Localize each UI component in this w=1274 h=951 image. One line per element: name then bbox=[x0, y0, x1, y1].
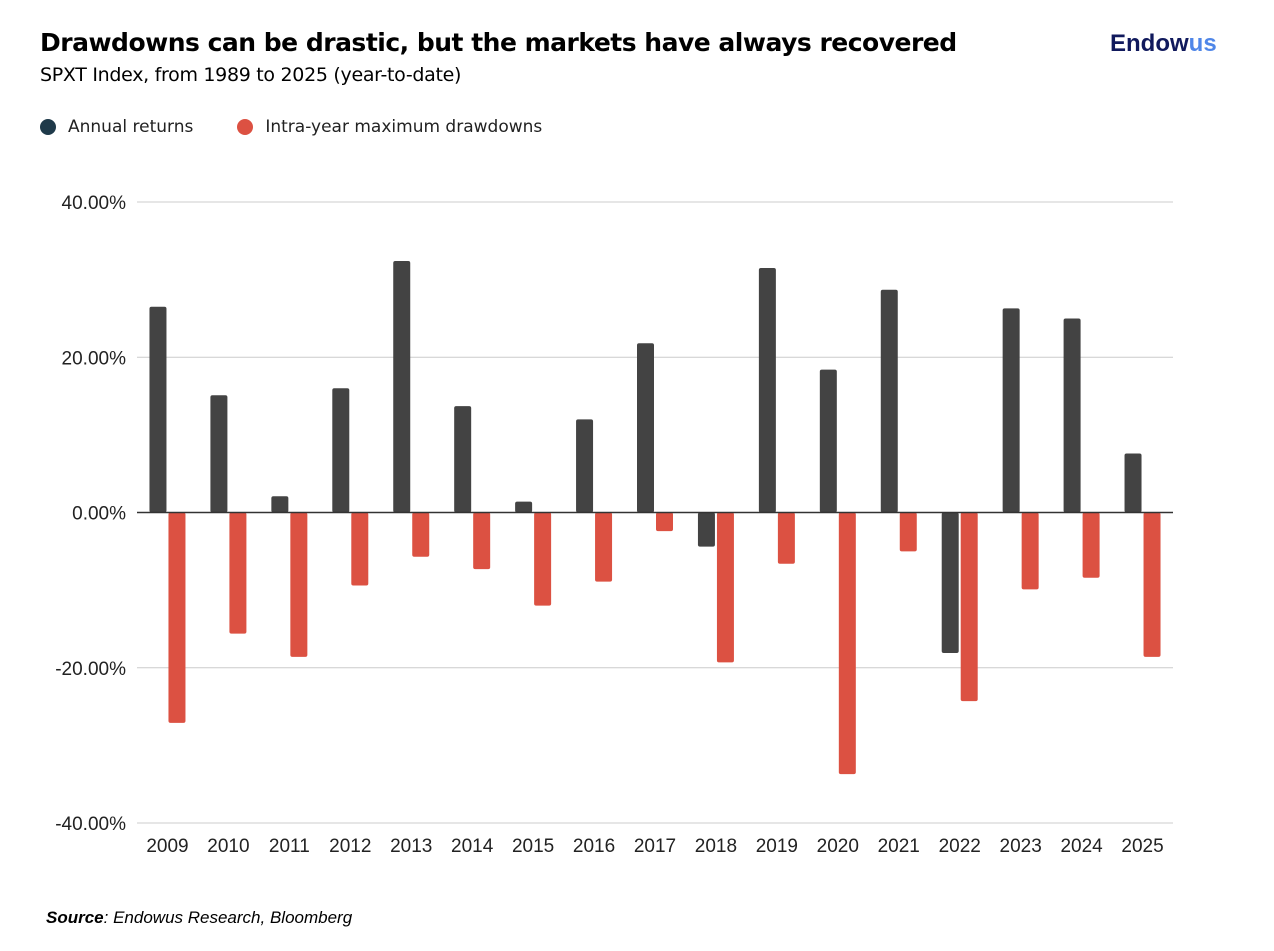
legend-dot-icon bbox=[237, 119, 254, 135]
annual-return-bar bbox=[1002, 308, 1020, 513]
drawdown-bar bbox=[1082, 512, 1100, 578]
annual-return-bar bbox=[576, 419, 594, 513]
y-tick-label: 40.00% bbox=[62, 193, 127, 214]
x-tick-label: 2016 bbox=[573, 836, 615, 857]
x-tick-label: 2009 bbox=[146, 836, 188, 857]
drawdown-bar bbox=[960, 512, 978, 702]
y-tick-label: 0.00% bbox=[72, 504, 126, 525]
x-tick-label: 2023 bbox=[1000, 836, 1042, 857]
drawdown-bar bbox=[899, 512, 917, 552]
annual-return-bar bbox=[149, 306, 167, 513]
legend: Annual returns Intra-year maximum drawdo… bbox=[40, 117, 542, 137]
annual-return-bar bbox=[332, 388, 350, 513]
source-label: Source bbox=[46, 908, 104, 927]
chart-title: Drawdowns can be drastic, but the market… bbox=[40, 28, 957, 57]
x-tick-label: 2014 bbox=[451, 836, 494, 857]
legend-label: Annual returns bbox=[68, 117, 194, 137]
x-tick-label: 2013 bbox=[390, 836, 432, 857]
legend-annual-returns: Annual returns bbox=[40, 117, 193, 137]
y-tick-label: 20.00% bbox=[62, 348, 127, 369]
x-tick-label: 2020 bbox=[817, 836, 859, 857]
x-tick-label: 2015 bbox=[512, 836, 554, 857]
x-tick-label: 2025 bbox=[1121, 836, 1163, 857]
chart-subtitle: SPXT Index, from 1989 to 2025 (year-to-d… bbox=[40, 64, 462, 86]
drawdown-bar bbox=[777, 512, 795, 564]
drawdown-bar bbox=[1021, 512, 1039, 590]
drawdown-bar bbox=[595, 512, 613, 582]
drawdown-bar bbox=[838, 512, 856, 775]
annual-return-bar bbox=[758, 267, 776, 513]
annual-return-bar bbox=[515, 501, 533, 513]
x-tick-label: 2019 bbox=[756, 836, 798, 857]
drawdown-bar bbox=[534, 512, 552, 606]
annual-return-bar bbox=[210, 395, 228, 513]
annual-return-bar bbox=[819, 369, 837, 513]
annual-return-bar bbox=[1063, 318, 1081, 513]
x-tick-label: 2021 bbox=[878, 836, 920, 857]
x-tick-label: 2024 bbox=[1060, 836, 1103, 857]
annual-return-bar bbox=[271, 496, 289, 513]
x-tick-label: 2012 bbox=[329, 836, 371, 857]
legend-label: Intra-year maximum drawdowns bbox=[265, 117, 543, 137]
drawdown-bar bbox=[351, 512, 369, 586]
annual-return-bar bbox=[1124, 453, 1142, 513]
drawdown-bar bbox=[1143, 512, 1161, 657]
annual-return-bar bbox=[454, 406, 472, 513]
x-tick-label: 2018 bbox=[695, 836, 737, 857]
x-tick-label: 2017 bbox=[634, 836, 676, 857]
legend-dot-icon bbox=[40, 119, 56, 135]
x-tick-label: 2011 bbox=[269, 836, 310, 857]
logo-main: Endow bbox=[1110, 30, 1189, 57]
logo-accent: us bbox=[1188, 30, 1217, 57]
drawdown-bar bbox=[716, 512, 734, 663]
drawdown-bar bbox=[656, 512, 673, 532]
annual-return-bar bbox=[697, 512, 715, 547]
source-text: : Endowus Research, Bloomberg bbox=[103, 908, 353, 927]
drawdown-bar bbox=[473, 512, 491, 570]
annual-return-bar bbox=[880, 289, 898, 513]
drawdown-bar bbox=[229, 512, 247, 634]
source-note: Source: Endowus Research, Bloomberg bbox=[46, 908, 352, 928]
annual-return-bar bbox=[637, 343, 654, 513]
drawdown-bar bbox=[290, 512, 308, 657]
legend-drawdowns: Intra-year maximum drawdowns bbox=[237, 117, 542, 137]
y-tick-label: -40.00% bbox=[55, 814, 126, 835]
x-tick-label: 2010 bbox=[207, 836, 249, 857]
endowus-logo: Endowus bbox=[1110, 30, 1217, 58]
drawdown-bar bbox=[412, 512, 430, 557]
drawdown-bar bbox=[168, 512, 186, 723]
y-tick-label: -20.00% bbox=[55, 659, 126, 680]
x-tick-label: 2022 bbox=[939, 836, 981, 857]
annual-return-bar bbox=[941, 512, 959, 654]
annual-return-bar bbox=[393, 260, 411, 513]
